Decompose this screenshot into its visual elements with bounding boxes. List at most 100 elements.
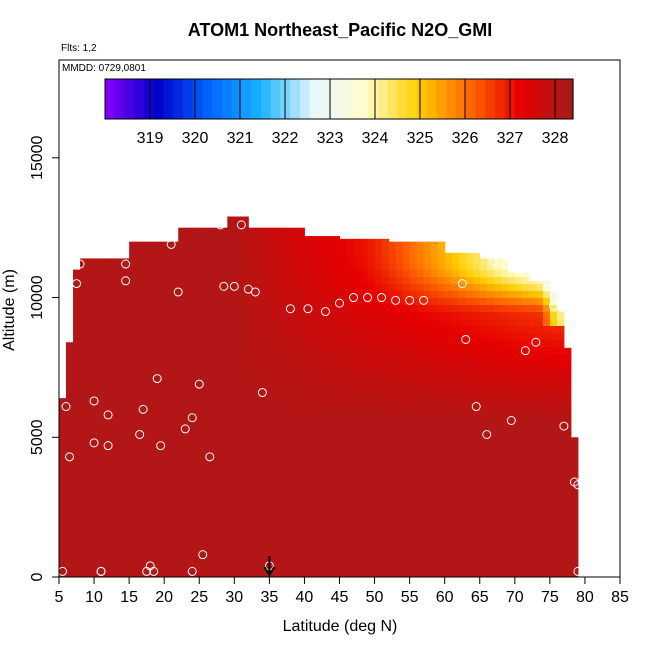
heatmap-cell [367, 416, 376, 424]
heatmap-cell [101, 258, 109, 264]
heatmap-cell [332, 507, 340, 515]
heatmap-cell [255, 360, 263, 368]
heatmap-cell [458, 416, 467, 424]
heatmap-cell [458, 521, 467, 529]
heatmap-cell [157, 409, 165, 417]
heatmap-cell [465, 409, 474, 417]
heatmap-cell [556, 535, 565, 543]
heatmap-cell [143, 430, 151, 438]
heatmap-cell [318, 521, 326, 529]
heatmap-cell [206, 346, 214, 354]
heatmap-cell [437, 479, 446, 487]
heatmap-cell [269, 360, 277, 368]
heatmap-cell [416, 549, 425, 557]
heatmap-cell [262, 234, 270, 243]
sample-point [59, 566, 68, 576]
heatmap-cell [290, 241, 298, 250]
heatmap-cell [430, 297, 439, 306]
heatmap-cell [129, 262, 137, 271]
heatmap-cell [563, 458, 572, 466]
heatmap-cell [248, 444, 256, 452]
heatmap-cell [115, 528, 123, 536]
heatmap-cell [563, 437, 572, 445]
heatmap-cell [143, 283, 151, 292]
heatmap-cell [164, 269, 172, 278]
heatmap-cell [458, 374, 467, 382]
heatmap-cell [507, 563, 516, 571]
heatmap-cell [374, 238, 383, 243]
sample-point [471, 402, 481, 412]
heatmap-cell [514, 479, 523, 487]
heatmap-cell [206, 318, 214, 326]
heatmap-cell [542, 395, 551, 403]
heatmap-cell [304, 276, 312, 285]
sample-point [257, 388, 267, 398]
heatmap-cell [255, 563, 263, 571]
heatmap-cell [409, 465, 418, 473]
heatmap-cell [136, 360, 144, 368]
heatmap-cell [262, 542, 270, 550]
flights-annotation: Flts: 1,2 [61, 43, 97, 54]
heatmap-cell [528, 507, 537, 515]
heatmap-cell [178, 563, 186, 571]
heatmap-cell [192, 423, 200, 431]
heatmap-cell [388, 360, 397, 368]
heatmap-cell [507, 395, 516, 403]
heatmap-cell [332, 458, 340, 466]
heatmap-cell [437, 360, 446, 368]
heatmap-cell [437, 346, 446, 354]
heatmap-cell [241, 444, 249, 452]
heatmap-cell [360, 325, 369, 333]
heatmap-cell [423, 444, 432, 452]
heatmap-cell [542, 542, 551, 550]
heatmap-cell [486, 290, 495, 299]
heatmap-cell [227, 472, 235, 480]
heatmap-cell [255, 486, 263, 494]
heatmap-cell [304, 535, 312, 543]
heatmap-cell [360, 528, 369, 536]
heatmap-cell [241, 514, 249, 522]
heatmap-cell [136, 297, 144, 306]
sample-point [65, 452, 75, 462]
heatmap-cell [423, 472, 432, 480]
heatmap-cell [262, 563, 270, 571]
heatmap-cell [73, 297, 81, 306]
heatmap-cell [199, 283, 207, 292]
heatmap-cell [416, 458, 425, 466]
heatmap-cell [381, 367, 390, 375]
heatmap-cell [213, 241, 221, 250]
heatmap-cell [395, 325, 404, 333]
heatmap-cell [479, 570, 488, 577]
heatmap-cell [269, 409, 277, 417]
heatmap-cell [402, 430, 411, 438]
colorbar-cell [114, 79, 126, 119]
heatmap-cell [241, 423, 249, 431]
heatmap-cell [227, 353, 235, 361]
heatmap-cell [304, 486, 312, 494]
heatmap-cell [227, 402, 235, 410]
heatmap-cell [157, 241, 165, 250]
heatmap-cell [514, 423, 523, 431]
x-tick-label: 10 [85, 589, 103, 606]
sample-point [152, 374, 162, 384]
heatmap-cell [465, 290, 474, 299]
heatmap-cell [311, 276, 319, 285]
heatmap-cell [269, 479, 277, 487]
heatmap-cell [262, 227, 270, 236]
heatmap-cell [178, 556, 186, 564]
heatmap-cell [556, 507, 565, 515]
heatmap-cell [437, 402, 446, 410]
heatmap-cell [297, 283, 305, 292]
heatmap-cell [87, 556, 95, 564]
heatmap-cell [227, 514, 235, 522]
heatmap-cell [199, 353, 207, 361]
heatmap-cell [451, 444, 460, 452]
heatmap-cell [73, 458, 81, 466]
heatmap-cell [248, 486, 256, 494]
heatmap-cell [255, 444, 263, 452]
heatmap-cell [115, 339, 123, 347]
heatmap-cell [276, 276, 284, 285]
heatmap-cell [150, 507, 158, 515]
heatmap-cell [444, 430, 453, 438]
heatmap-cell [556, 430, 565, 438]
